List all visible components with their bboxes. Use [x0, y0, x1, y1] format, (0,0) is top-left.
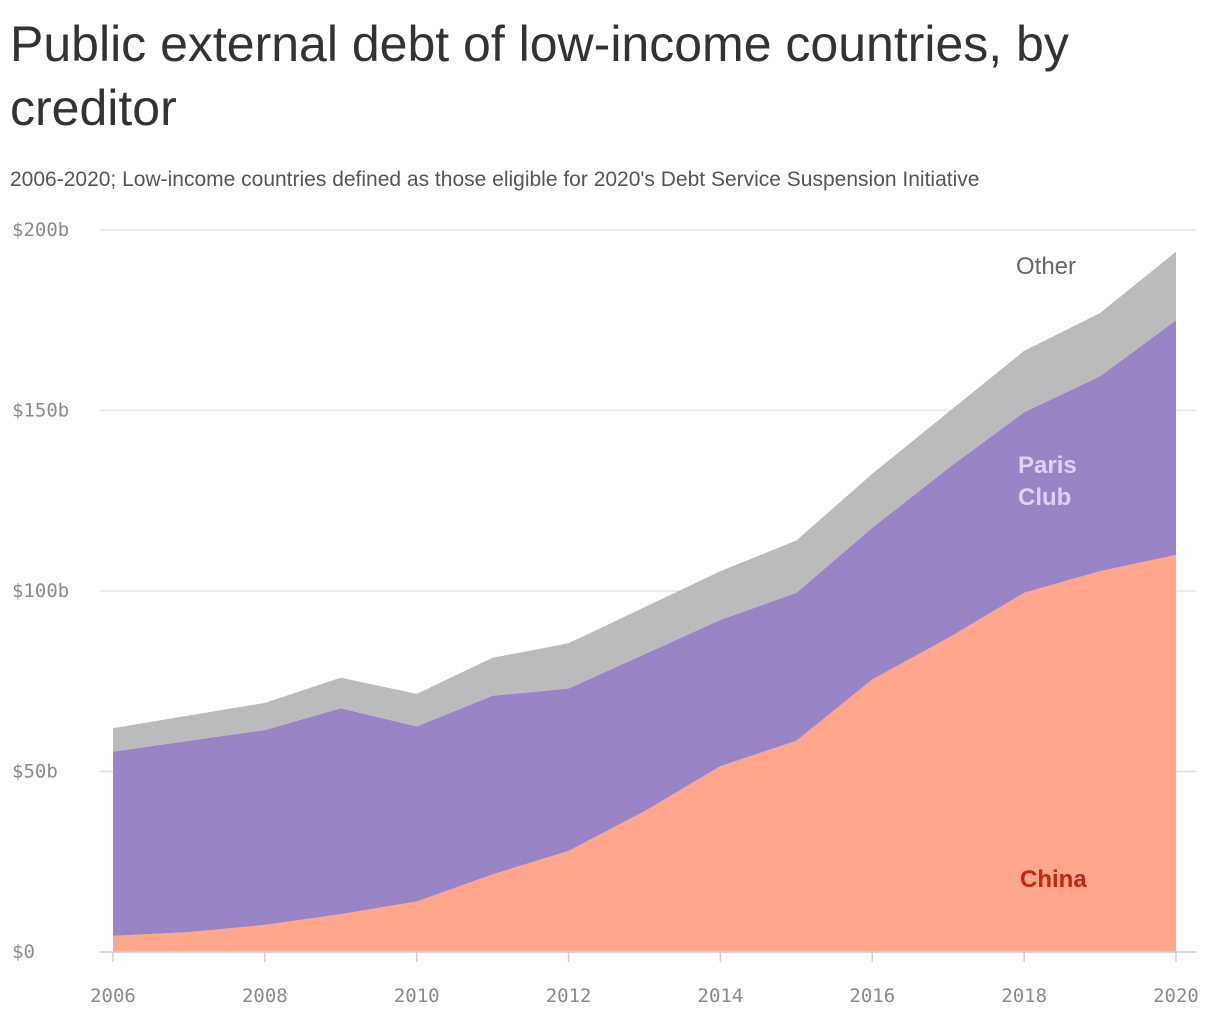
series-labels: Other Paris Club China: [1016, 253, 1087, 893]
x-tick-label: 2010: [394, 985, 440, 1007]
y-tick-label: $100b: [12, 580, 69, 602]
series-label-other: Other: [1016, 253, 1076, 280]
area-series: [113, 251, 1176, 952]
series-label-china: China: [1020, 866, 1087, 893]
series-label-paris-club-line1: Paris: [1018, 452, 1077, 479]
x-tick-label: 2020: [1153, 985, 1199, 1007]
chart-subtitle: 2006-2020; Low-income countries defined …: [10, 168, 980, 191]
x-tick-label: 2016: [849, 985, 895, 1007]
x-tick-label: 2018: [1001, 985, 1047, 1007]
x-tick-label: 2008: [242, 985, 288, 1007]
series-label-paris-club-line2: Club: [1018, 484, 1071, 511]
x-tick-label: 2012: [546, 985, 592, 1007]
x-tick-label: 2014: [698, 985, 744, 1007]
y-tick-label: $200b: [12, 219, 69, 241]
area-paris-club: [113, 320, 1176, 936]
y-tick-label: $0: [12, 941, 35, 963]
x-tick-label: 2006: [90, 985, 136, 1007]
axes: $0 $50b $100b $150b $200b 2006 2008 2010 2012 201…: [12, 219, 1199, 1007]
chart-title: Public external debt of low-income count…: [10, 16, 1069, 136]
area-other: [113, 251, 1176, 752]
y-tick-label: $50b: [12, 761, 58, 783]
y-tick-label: $150b: [12, 400, 69, 422]
area-china: [113, 554, 1176, 952]
